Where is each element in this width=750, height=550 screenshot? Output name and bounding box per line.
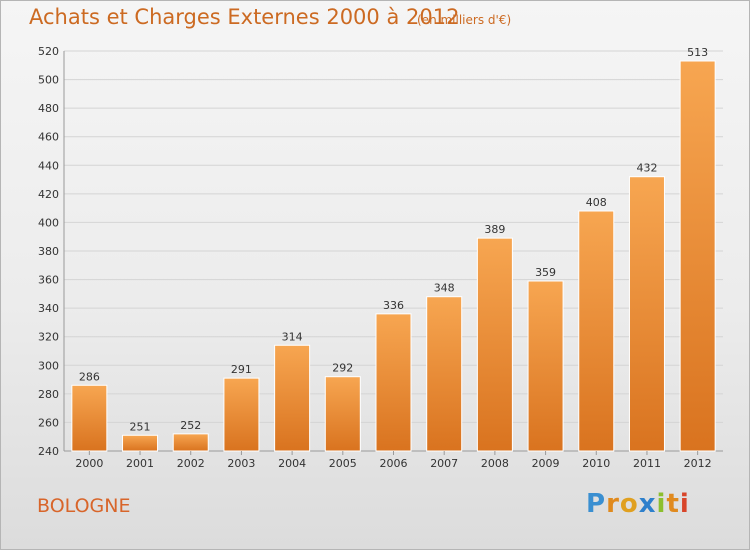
y-tick-label: 500 bbox=[38, 74, 59, 87]
bar-2008 bbox=[476, 237, 513, 452]
y-tick-label: 320 bbox=[38, 331, 59, 344]
y-tick-label: 400 bbox=[38, 216, 59, 229]
x-tick-label: 2001 bbox=[126, 457, 154, 470]
chart-subtitle: (en milliers d'€) bbox=[417, 13, 512, 27]
x-tick-label: 2009 bbox=[532, 457, 560, 470]
bar-2001 bbox=[122, 434, 159, 452]
data-label-2006: 336 bbox=[383, 299, 404, 312]
x-tick-label: 2000 bbox=[75, 457, 103, 470]
logo-letter: t bbox=[666, 489, 680, 519]
y-tick-label: 520 bbox=[38, 45, 59, 58]
bar-2002 bbox=[172, 433, 209, 452]
bar-2004 bbox=[274, 344, 311, 452]
data-label-2007: 348 bbox=[434, 282, 455, 295]
bar-2005 bbox=[324, 376, 361, 452]
x-tick-label: 2002 bbox=[177, 457, 205, 470]
x-tick-label: 2004 bbox=[278, 457, 306, 470]
y-tick-label: 240 bbox=[38, 445, 59, 458]
data-labels: 286 251 252 291 314 292 336 348 389 359 408 432 513 bbox=[79, 46, 708, 433]
y-tick-label: 260 bbox=[38, 416, 59, 429]
data-label-2008: 389 bbox=[484, 223, 505, 236]
bar-2009 bbox=[527, 280, 564, 452]
logo-letter: i bbox=[656, 489, 667, 519]
y-tick-label: 360 bbox=[38, 274, 59, 287]
chart-title: Achats et Charges Externes 2000 à 2012 bbox=[29, 5, 460, 29]
data-label-2012: 513 bbox=[687, 46, 708, 59]
data-label-2001: 251 bbox=[130, 420, 151, 433]
x-tick-label: 2003 bbox=[227, 457, 255, 470]
bar-2011 bbox=[628, 176, 665, 452]
bar-2012 bbox=[679, 60, 716, 452]
y-tick-label: 480 bbox=[38, 102, 59, 115]
bar-2000 bbox=[71, 384, 108, 452]
bars bbox=[71, 60, 716, 452]
data-label-2003: 291 bbox=[231, 363, 252, 376]
proxiti-logo[interactable]: Proxiti bbox=[586, 489, 690, 519]
data-label-2005: 292 bbox=[332, 362, 353, 375]
bar-2010 bbox=[578, 210, 615, 452]
data-label-2002: 252 bbox=[180, 419, 201, 432]
x-tick-label: 2012 bbox=[684, 457, 712, 470]
bar-2003 bbox=[223, 377, 260, 452]
y-tick-label: 460 bbox=[38, 131, 59, 144]
y-tick-label: 380 bbox=[38, 245, 59, 258]
y-tick-label: 340 bbox=[38, 302, 59, 315]
x-tick-label: 2011 bbox=[633, 457, 661, 470]
logo-letter: x bbox=[638, 489, 657, 519]
data-label-2010: 408 bbox=[586, 196, 607, 209]
x-tick-label: 2006 bbox=[380, 457, 408, 470]
data-label-2009: 359 bbox=[535, 266, 556, 279]
x-tick-label: 2007 bbox=[430, 457, 458, 470]
x-tick-label: 2008 bbox=[481, 457, 509, 470]
place-name: BOLOGNE bbox=[37, 495, 131, 517]
data-label-2000: 286 bbox=[79, 370, 100, 383]
x-tick-label: 2010 bbox=[582, 457, 610, 470]
bar-2007 bbox=[426, 296, 463, 452]
logo-letter: r bbox=[606, 489, 620, 519]
data-label-2011: 432 bbox=[636, 162, 657, 175]
logo-letter: o bbox=[619, 489, 639, 519]
y-tick-label: 440 bbox=[38, 159, 59, 172]
data-label-2004: 314 bbox=[282, 330, 303, 343]
y-tick-label: 420 bbox=[38, 188, 59, 201]
logo-letter: i bbox=[679, 489, 690, 519]
y-tick-label: 300 bbox=[38, 359, 59, 372]
x-tick-label: 2005 bbox=[329, 457, 357, 470]
x-axis: 2000 2001 2002 2003 2004 2005 2006 2007 2008 2009… bbox=[75, 451, 712, 470]
y-tick-label: 280 bbox=[38, 388, 59, 401]
bar-2006 bbox=[375, 313, 412, 452]
logo-letter: P bbox=[586, 489, 607, 519]
